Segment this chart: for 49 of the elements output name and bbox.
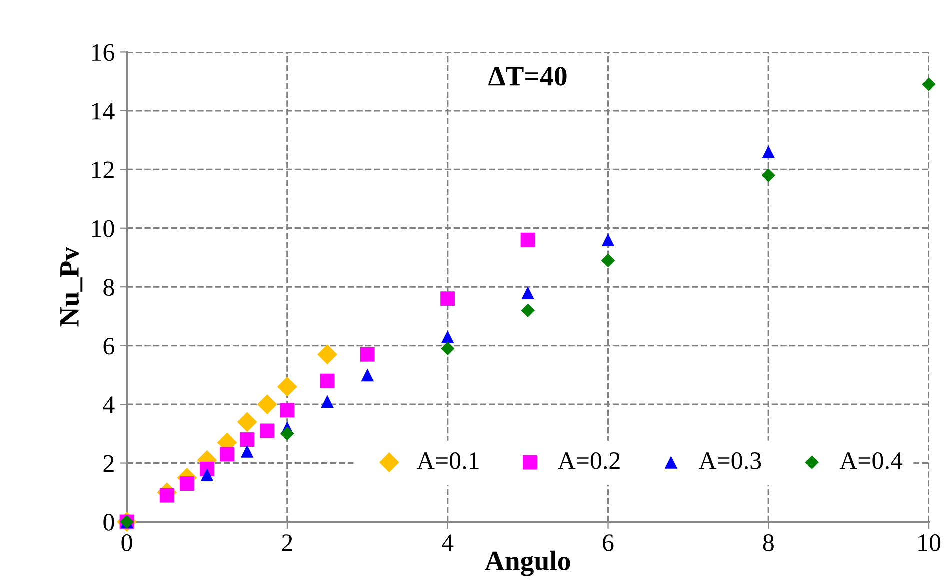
chart-title: ΔT=40 xyxy=(488,67,567,86)
point xyxy=(441,330,454,344)
point xyxy=(240,445,254,458)
y-tick-label: 16 xyxy=(92,44,114,62)
x-axis-title: Angulo xyxy=(485,550,570,576)
point xyxy=(220,447,235,462)
point xyxy=(280,403,295,418)
legend-label: A=0.1 xyxy=(417,452,479,470)
point xyxy=(522,286,534,300)
x-tick-label: 2 xyxy=(282,534,292,552)
y-tick-label: 8 xyxy=(104,279,114,296)
point xyxy=(520,232,536,248)
point xyxy=(257,394,278,415)
point xyxy=(440,342,455,356)
x-tick-label: 4 xyxy=(442,534,454,552)
point xyxy=(361,368,374,382)
y-tick-label: 2 xyxy=(104,455,114,472)
point xyxy=(521,304,535,318)
point xyxy=(762,146,776,158)
point xyxy=(260,424,275,438)
point xyxy=(440,292,456,306)
y-tick-label: 12 xyxy=(92,162,114,178)
point xyxy=(180,476,194,492)
point xyxy=(922,78,936,92)
point xyxy=(601,254,616,268)
point xyxy=(602,234,615,247)
y-tick-label: 6 xyxy=(104,338,114,355)
x-tick-label: 10 xyxy=(918,534,941,552)
point xyxy=(321,395,334,408)
y-axis-title: Nu_Pv xyxy=(60,246,83,327)
legend-label: A=0.2 xyxy=(558,452,620,470)
point xyxy=(200,468,214,482)
x-tick-label: 0 xyxy=(122,534,132,552)
x-tick-label: 6 xyxy=(603,534,614,552)
point xyxy=(762,168,776,182)
point xyxy=(280,427,294,441)
legend-label: A=0.4 xyxy=(840,452,903,470)
point xyxy=(360,347,375,362)
y-tick-label: 10 xyxy=(92,220,114,238)
point xyxy=(237,412,258,432)
point xyxy=(240,432,255,448)
point xyxy=(320,374,335,388)
y-tick-label: 0 xyxy=(104,514,114,531)
point xyxy=(318,344,338,365)
x-tick-label: 8 xyxy=(763,534,774,552)
legend-label: A=0.3 xyxy=(698,452,762,470)
point xyxy=(277,376,298,397)
y-tick-label: 14 xyxy=(92,103,115,120)
y-tick-label: 4 xyxy=(103,396,115,414)
